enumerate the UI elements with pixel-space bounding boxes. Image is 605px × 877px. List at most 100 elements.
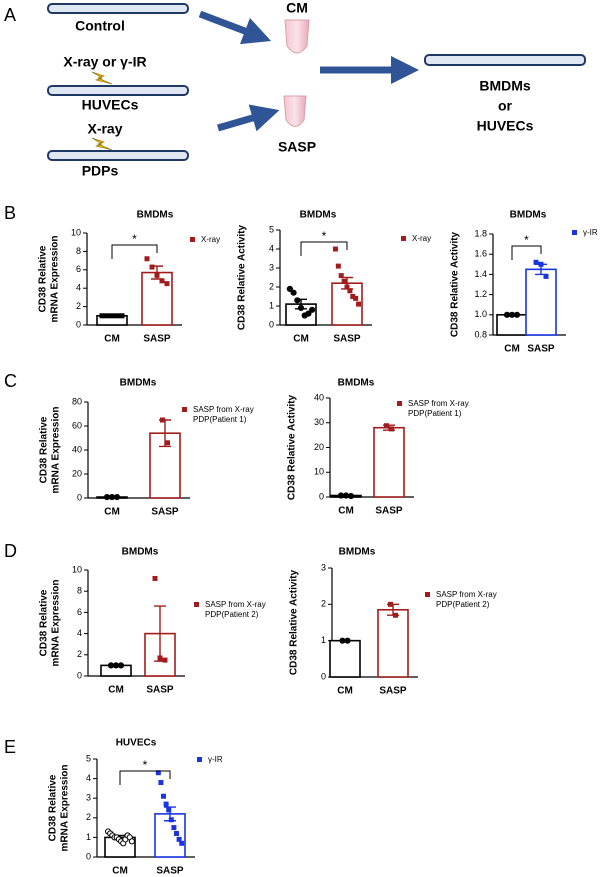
legend-label: PDP(Patient 1) <box>193 415 247 424</box>
y-tick-label: 0 <box>86 851 91 861</box>
data-point <box>174 830 179 836</box>
data-point <box>538 261 544 267</box>
significance-bracket <box>511 245 542 260</box>
y-tick-label: 40 <box>314 392 324 402</box>
data-point <box>286 285 293 292</box>
y-tick-label: 4 <box>86 773 91 783</box>
y-tick-label: 20 <box>314 442 324 452</box>
dish-label: HUVECs <box>82 97 139 113</box>
panel-label: D <box>4 541 17 561</box>
y-tick-label: 2 <box>321 599 326 609</box>
dish <box>47 150 189 161</box>
data-point <box>161 793 166 799</box>
data-point <box>305 310 312 317</box>
y-axis-label: CD38 Relative <box>38 245 49 312</box>
x-tick-label: CM <box>338 506 354 517</box>
legend-marker <box>190 237 195 242</box>
arrow <box>217 104 280 132</box>
data-point <box>503 311 511 318</box>
data-point <box>297 304 305 311</box>
y-tick-label: 5 <box>86 753 91 763</box>
chart: C BMDMs CD38 Relative mRNA Expression 0 20 40 6… <box>4 371 254 518</box>
y-axis-label: CD38 Relative <box>48 774 59 841</box>
y-tick-label: 0 <box>77 492 82 502</box>
chart: D BMDMs CD38 Relative mRNA Expression 0 2 4 6 8 1… <box>4 541 266 696</box>
significance-bracket <box>111 244 158 259</box>
y-tick-label: 1 <box>86 832 91 842</box>
legend-marker <box>182 407 187 412</box>
significance-label: * <box>143 758 148 772</box>
y-tick-label: 2 <box>86 812 91 822</box>
data-point <box>144 256 150 262</box>
y-tick-label: 8 <box>77 586 82 596</box>
data-point <box>179 840 185 846</box>
legend-label: SASP from X-ray <box>193 405 254 414</box>
target-label: or <box>498 98 513 114</box>
data-point <box>347 288 353 294</box>
data-point <box>533 259 539 265</box>
y-tick-label: 0 <box>319 491 324 501</box>
arrow <box>198 10 272 45</box>
data-point <box>513 311 521 318</box>
legend-marker <box>397 401 402 406</box>
data-point <box>163 801 169 807</box>
y-tick-label: 2 <box>77 649 82 659</box>
dish <box>424 54 586 66</box>
bar <box>373 426 405 498</box>
y-tick-label: 5 <box>269 224 274 234</box>
tube <box>283 95 307 127</box>
data-point <box>309 306 316 313</box>
y-tick-label: 8 <box>76 246 81 256</box>
data-point <box>165 440 170 446</box>
data-point <box>109 313 115 319</box>
legend-label: X-ray <box>201 235 220 244</box>
y-tick-label: 1.4 <box>474 269 487 279</box>
chart-title: BMDMs <box>137 210 174 221</box>
dish <box>47 3 189 14</box>
data-point <box>353 295 359 301</box>
x-tick-label: SASP <box>151 507 179 518</box>
data-point <box>344 637 351 644</box>
y-tick-label: 2 <box>76 301 81 311</box>
x-tick-label: SASP <box>156 866 184 877</box>
data-point <box>176 836 182 842</box>
data-point <box>347 492 355 500</box>
chart-title: BMDMs <box>510 210 547 221</box>
y-axis-label: CD38 Relative Activity <box>237 224 248 330</box>
data-point <box>159 278 165 284</box>
x-tick-label: SASP <box>146 685 174 696</box>
data-point <box>152 575 158 581</box>
bar <box>141 271 173 326</box>
chart: BMDMs CD38 Relative Activity 0 1 2 3 CM SASP SAS… <box>289 547 497 697</box>
tube <box>284 19 310 54</box>
y-axis-label: CD38 Relative <box>39 589 50 656</box>
data-point <box>164 281 170 287</box>
y-tick-label: 1.8 <box>474 228 487 238</box>
y-tick-label: 10 <box>314 467 324 477</box>
data-point <box>341 278 347 284</box>
x-tick-label: CM <box>104 507 120 518</box>
legend-label: PDP(Patient 2) <box>205 610 259 619</box>
target-label: BMDMs <box>479 78 531 94</box>
data-point <box>166 807 172 813</box>
x-tick-label: SASP <box>379 686 407 697</box>
legend-label: γ-IR <box>583 228 598 237</box>
chart-title: BMDMs <box>300 210 337 221</box>
significance-label: * <box>132 232 137 246</box>
data-point <box>393 612 398 618</box>
data-point <box>112 662 120 669</box>
y-tick-label: 1.2 <box>474 289 487 299</box>
data-point <box>104 313 110 319</box>
y-axis-label: mRNA Expression <box>51 407 62 494</box>
data-point <box>339 637 346 644</box>
chart: B BMDMs CD38 Relative mRNA Expression 0 2 4 6 8 1… <box>4 203 220 345</box>
legend-label: SASP from X-ray <box>408 399 469 408</box>
panel-a: A Control X-ray or γ-IR HUVECs X-ray PDP… <box>4 0 586 179</box>
data-point <box>508 311 516 318</box>
legend-marker <box>401 236 406 241</box>
treatment-label: X-ray <box>87 121 122 137</box>
data-point <box>155 770 161 776</box>
data-point <box>335 263 341 269</box>
y-tick-label: 4 <box>76 283 81 293</box>
y-axis-label: CD38 Relative Activity <box>287 394 298 500</box>
